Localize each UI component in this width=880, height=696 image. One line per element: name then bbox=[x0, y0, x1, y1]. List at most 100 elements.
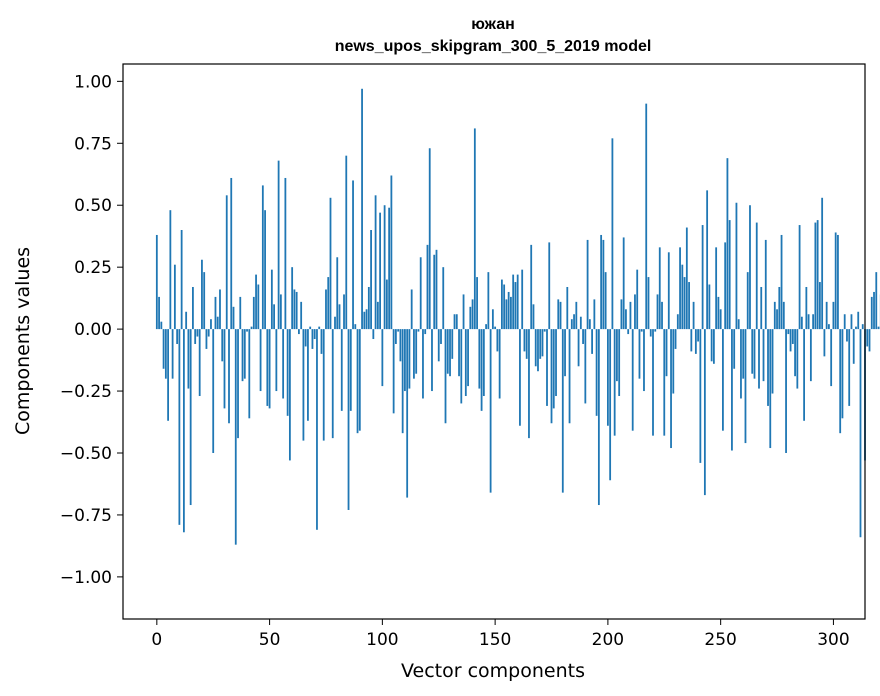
bar bbox=[719, 309, 722, 330]
bar bbox=[311, 329, 314, 349]
bar bbox=[875, 272, 878, 330]
bar bbox=[852, 329, 855, 364]
bar bbox=[192, 286, 194, 330]
bar bbox=[722, 329, 724, 431]
y-axis-label: Components values bbox=[12, 247, 34, 435]
bar bbox=[212, 329, 215, 453]
bar bbox=[426, 244, 429, 330]
bar bbox=[453, 314, 456, 330]
x-tick-label: 100 bbox=[366, 630, 398, 650]
bar bbox=[394, 329, 397, 344]
bar bbox=[237, 329, 239, 439]
bar bbox=[807, 314, 810, 330]
bar bbox=[559, 301, 562, 330]
bar bbox=[327, 277, 330, 330]
bar bbox=[392, 329, 395, 414]
bar bbox=[302, 329, 305, 441]
bar bbox=[160, 321, 163, 330]
bar bbox=[539, 329, 542, 359]
bar bbox=[803, 329, 805, 421]
bar bbox=[537, 329, 539, 372]
bar bbox=[873, 291, 875, 330]
x-tick-label: 0 bbox=[151, 630, 162, 650]
bar bbox=[778, 286, 781, 330]
bar bbox=[462, 294, 465, 330]
bar bbox=[155, 234, 158, 330]
bar bbox=[846, 329, 848, 342]
bar bbox=[591, 329, 593, 354]
bar bbox=[284, 177, 287, 330]
bar bbox=[449, 329, 451, 377]
bar bbox=[652, 329, 654, 436]
bar bbox=[241, 329, 244, 382]
bar bbox=[239, 296, 242, 330]
bar bbox=[458, 329, 460, 377]
y-tick-label: −0.50 bbox=[60, 444, 112, 464]
x-tick-label: 300 bbox=[817, 630, 849, 650]
bar bbox=[654, 329, 657, 332]
bar bbox=[164, 329, 167, 379]
bar bbox=[523, 329, 526, 352]
bar bbox=[352, 180, 354, 330]
bar bbox=[248, 329, 251, 419]
bar bbox=[334, 316, 336, 330]
bar-series bbox=[155, 88, 880, 545]
bar bbox=[800, 316, 803, 330]
bar bbox=[557, 299, 560, 330]
bar bbox=[273, 304, 275, 330]
bar bbox=[365, 309, 368, 330]
bar bbox=[404, 329, 406, 392]
bar bbox=[478, 329, 481, 389]
bar bbox=[724, 242, 727, 330]
bar bbox=[338, 304, 341, 330]
bar bbox=[525, 329, 528, 359]
bar bbox=[519, 329, 521, 426]
bar bbox=[528, 329, 530, 439]
bar bbox=[367, 286, 370, 330]
bar bbox=[444, 329, 447, 424]
bar bbox=[410, 289, 413, 330]
bar bbox=[246, 329, 248, 332]
bar bbox=[388, 207, 391, 330]
bar bbox=[683, 277, 686, 330]
bar bbox=[307, 329, 309, 421]
bar bbox=[733, 329, 736, 369]
bar bbox=[577, 329, 580, 367]
bar bbox=[336, 257, 339, 330]
bar bbox=[331, 329, 334, 439]
bar bbox=[381, 329, 384, 387]
bar bbox=[595, 329, 598, 416]
bar bbox=[606, 329, 609, 426]
bar bbox=[503, 284, 506, 330]
bar bbox=[304, 329, 307, 347]
bar bbox=[710, 329, 713, 362]
plot-frame bbox=[122, 63, 866, 620]
bar bbox=[701, 225, 704, 330]
x-axis-label: Vector components bbox=[401, 660, 585, 682]
x-tick-label: 200 bbox=[592, 630, 624, 650]
bar bbox=[440, 329, 442, 344]
bar bbox=[234, 329, 237, 545]
bar bbox=[219, 289, 221, 330]
bar bbox=[169, 210, 172, 330]
bar bbox=[252, 296, 255, 330]
bar bbox=[471, 299, 474, 330]
bar bbox=[812, 314, 815, 330]
bar bbox=[616, 329, 618, 382]
bar bbox=[261, 185, 264, 330]
bar bbox=[866, 329, 869, 347]
bar bbox=[266, 329, 269, 406]
bar bbox=[417, 329, 420, 332]
chart-title: южан bbox=[471, 16, 515, 33]
bar bbox=[555, 329, 557, 397]
bar bbox=[753, 329, 756, 379]
bar bbox=[243, 329, 246, 379]
bar bbox=[408, 329, 411, 389]
bar bbox=[300, 301, 303, 330]
bar bbox=[735, 202, 738, 330]
bar bbox=[809, 329, 812, 382]
bar bbox=[512, 274, 515, 330]
bar bbox=[588, 319, 591, 330]
bar bbox=[198, 329, 201, 397]
bar bbox=[259, 329, 262, 392]
